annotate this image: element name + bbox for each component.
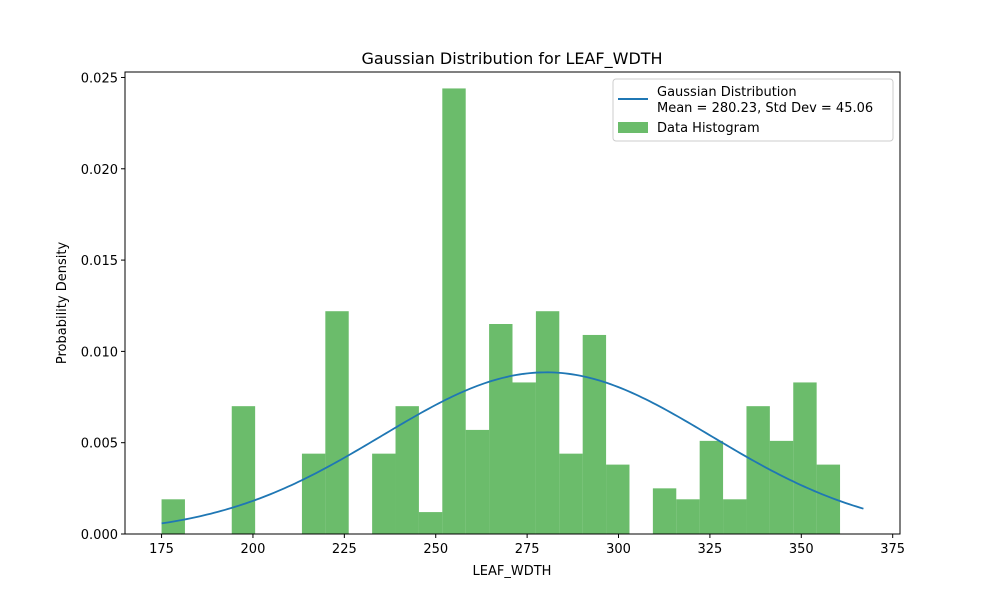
histogram-bar (465, 429, 490, 534)
histogram-bar (418, 512, 443, 534)
histogram-bars (161, 88, 841, 534)
histogram-bar (746, 406, 770, 534)
x-tick-label: 275 (515, 542, 540, 557)
y-tick-label: 0.010 (81, 345, 118, 360)
x-tick-label: 250 (423, 542, 448, 557)
histogram-bar (161, 499, 185, 534)
histogram-bar (652, 488, 677, 534)
histogram-bar (676, 499, 700, 534)
histogram-bar (489, 324, 513, 534)
y-tick-label: 0.000 (81, 528, 118, 543)
histogram-bar (769, 440, 794, 534)
x-tick-label: 300 (606, 542, 631, 557)
histogram-bar (793, 382, 817, 534)
histogram-bar (582, 334, 607, 534)
legend-patch-swatch (618, 122, 648, 133)
histogram-bar (723, 499, 747, 534)
histogram-bar (231, 406, 256, 534)
histogram-bar (699, 440, 724, 534)
x-tick-label: 350 (789, 542, 814, 557)
x-tick-label: 175 (149, 542, 174, 557)
x-axis-label: LEAF_WDTH (473, 564, 552, 579)
histogram-bar (372, 453, 396, 534)
histogram-bar (325, 311, 349, 534)
histogram-bar (606, 464, 630, 534)
x-tick-label: 325 (697, 542, 722, 557)
x-axis-ticks: 175 200 225 250 275 300 325 350 375 (149, 534, 905, 557)
y-tick-label: 0.005 (81, 437, 118, 452)
x-tick-label: 375 (880, 542, 905, 557)
histogram-bar (301, 453, 326, 534)
plot-frame (124, 71, 901, 535)
x-tick-label: 200 (241, 542, 266, 557)
y-axis-label: Probability Density (55, 242, 70, 365)
histogram-bar (816, 464, 841, 534)
y-axis-ticks: 0.000 0.005 0.010 0.015 0.020 0.025 (81, 71, 125, 543)
legend-gaussian-label: Gaussian Distribution (657, 85, 797, 100)
histogram-bar (535, 311, 560, 534)
y-tick-label: 0.020 (81, 163, 118, 178)
histogram-bar (395, 406, 419, 534)
legend-box (612, 78, 894, 142)
histogram-bar (559, 453, 583, 534)
legend-histogram-label: Data Histogram (657, 121, 760, 136)
chart-title: Gaussian Distribution for LEAF_WDTH (361, 49, 662, 69)
x-tick-label: 225 (332, 542, 357, 557)
histogram-bar (512, 382, 536, 534)
histogram-bar (442, 88, 466, 534)
legend-gaussian-stats: Mean = 280.23, Std Dev = 45.06 (657, 101, 873, 116)
legend: Gaussian Distribution Mean = 280.23, Std… (612, 78, 894, 142)
y-tick-label: 0.015 (81, 254, 118, 269)
y-tick-label: 0.025 (81, 71, 118, 86)
gaussian-curve (161, 371, 864, 525)
